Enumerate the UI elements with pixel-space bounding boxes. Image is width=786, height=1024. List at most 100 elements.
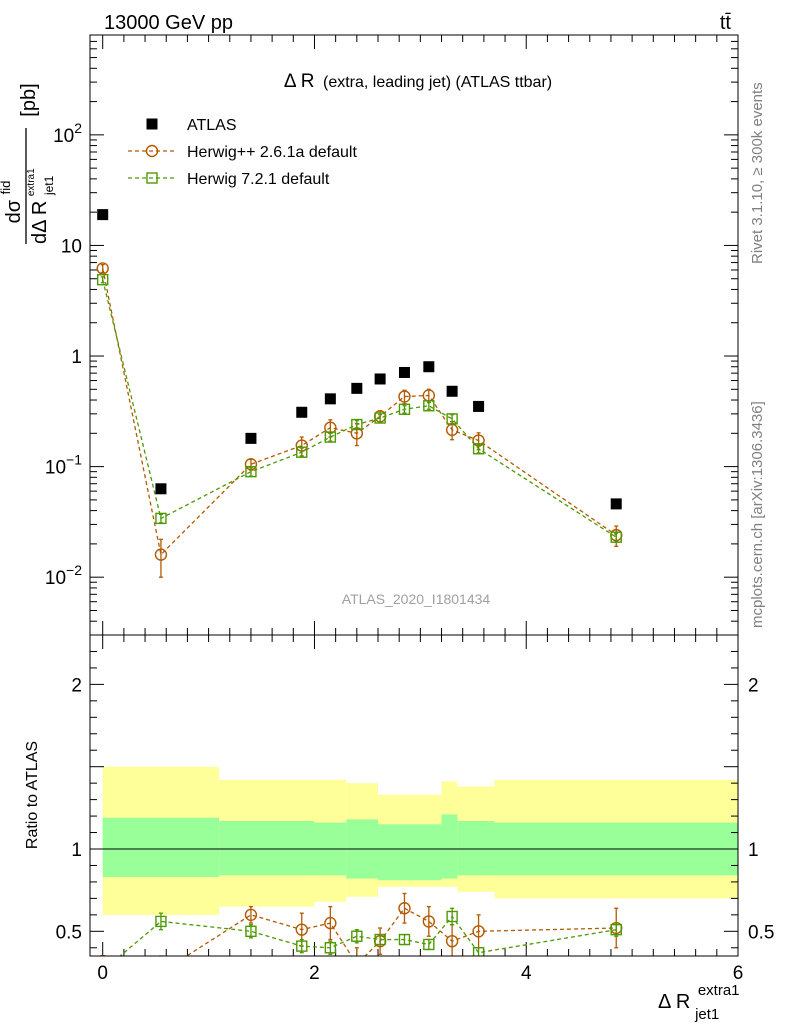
- ratio-frame: [89, 634, 739, 957]
- atlas-point: [97, 209, 109, 221]
- ratio-herwig-2-6-1a-default-point: [472, 925, 485, 938]
- ratio-herwig-7-2-1-default-point: [610, 923, 622, 936]
- ratio-ytick-label-right: 0.5: [748, 922, 774, 943]
- legend: ATLAS Herwig++ 2.6.1a default Herwig 7.2.1…: [128, 117, 357, 188]
- svg-text:dσ fid: dσ fid: [0, 181, 25, 224]
- ratio-herwig-2-6-1a-default-point: [398, 902, 411, 915]
- herwig-7-2-1-default-point: [472, 443, 485, 455]
- ylabel-d-bot: dΔ R: [29, 201, 51, 244]
- ratio-herwig-2-6-1a-default-point: [324, 916, 337, 930]
- ratio-panel: 0.5 0.5 1 1 2 2 0 2 4 6: [56, 634, 774, 984]
- herwig-7-2-1-default-point: [398, 403, 411, 415]
- header-right: tt̄: [720, 12, 732, 34]
- ratio-herwig-7-2-1-default-point: [245, 925, 257, 938]
- ratio-herwig-7-2-1-default-point: [324, 942, 337, 954]
- ratio-herwig-7-2-1-default-line: [119, 915, 617, 956]
- atlas-point: [351, 382, 363, 394]
- ratio-ytick-label-left: 2: [71, 675, 82, 696]
- ratio-herwig-2-6-1a-default-line: [185, 907, 617, 956]
- atlas-point: [296, 406, 308, 418]
- ratio-series-group: [98, 892, 623, 978]
- ratio-ytick-label-right: 2: [748, 675, 759, 696]
- plot-title: Δ R (extra, leading jet) (ATLAS ttbar): [284, 71, 552, 92]
- legend-label: Herwig++ 2.6.1a default: [187, 144, 357, 161]
- ratio-herwig-7-2-1-default-point: [351, 930, 363, 942]
- ylabel-fid: fid: [0, 181, 13, 195]
- ratio-xtick-label: 2: [309, 963, 320, 984]
- xlabel-sub: jet1: [694, 1006, 719, 1023]
- herwig-7-2-1-default-point: [374, 412, 386, 424]
- ratio-herwig-2-6-1a-default-point: [422, 915, 436, 928]
- legend-label: Herwig 7.2.1 default: [187, 171, 330, 188]
- legend-label: ATLAS: [187, 117, 237, 134]
- plot-title-sub: (extra, leading jet) (ATLAS ttbar): [323, 74, 552, 91]
- header-left: 13000 GeV pp: [104, 12, 233, 34]
- atlas-point: [374, 373, 386, 385]
- atlas-point: [398, 366, 410, 378]
- legend-marker: [145, 144, 159, 158]
- ratio-herwig-2-6-1a-default-point: [295, 923, 308, 936]
- rivet-version-label: Rivet 3.1.10, ≥ 300k events: [749, 82, 766, 264]
- main-ytick-label: 10: [61, 236, 82, 257]
- herwig-7-2-1-default-point: [296, 446, 308, 458]
- atlas-point: [155, 483, 167, 495]
- ratio-herwig-7-2-1-default-point: [374, 933, 386, 946]
- ratio-herwig-7-2-1-default-point: [423, 938, 435, 951]
- ylabel-sub: jet1: [42, 175, 56, 196]
- ratio-band-inner: [219, 821, 315, 876]
- atlas-point: [324, 393, 336, 405]
- herwig-2-6-1a-default-point: [398, 390, 411, 403]
- herwig-7-2-1-default-point: [155, 512, 167, 525]
- ratio-herwig-7-2-1-default-point: [446, 910, 458, 923]
- ratio-ytick-label-left: 0.5: [56, 922, 82, 943]
- ratio-ytick-label-right: 1: [748, 840, 759, 861]
- atlas-point: [446, 385, 458, 397]
- main-panel: Δ R (extra, leading jet) (ATLAS ttbar) 1…: [45, 34, 739, 636]
- main-ytick-label: 1: [71, 347, 82, 368]
- atlas-point: [473, 400, 485, 412]
- ylabel-sup: extra1: [26, 168, 37, 196]
- ratio-herwig-2-6-1a-default-point: [351, 959, 362, 970]
- herwig-2-6-1a-default-line: [102, 268, 617, 556]
- ratio-herwig-7-2-1-default-point: [296, 940, 308, 952]
- herwig-2-6-1a-default-point: [96, 262, 109, 275]
- plot-title-main: Δ R: [284, 71, 315, 92]
- herwig-7-2-1-default-point: [351, 418, 363, 431]
- ratio-herwig-2-6-1a-default-point: [445, 934, 459, 948]
- mcplots-label: mcplots.cern.ch [arXiv:1306.3436]: [749, 401, 766, 628]
- ratio-herwig-2-6-1a-default-point: [244, 908, 258, 922]
- herwig-7-2-1-default-point: [610, 531, 622, 543]
- legend-marker: [146, 118, 158, 130]
- ratio-herwig-7-2-1-default-point: [472, 947, 485, 956]
- herwig-7-2-1-default-point: [245, 465, 257, 478]
- main-ytick-label: 102: [53, 120, 82, 147]
- atlas-point: [423, 361, 435, 373]
- ylabel-unit: [pb]: [18, 83, 40, 116]
- legend-marker: [146, 172, 158, 184]
- atlas-point: [610, 498, 622, 510]
- ratio-band-inner: [378, 824, 442, 881]
- svg-text:dΔ R jet1 extra1: dΔ R jet1 extra1: [26, 168, 58, 244]
- herwig-7-2-1-default-point: [446, 413, 458, 425]
- main-ytick-label: 10−1: [45, 452, 82, 479]
- ratio-band-inner: [457, 821, 495, 876]
- ratio-band-inner: [441, 814, 458, 879]
- xlabel-sup: extra1: [698, 982, 740, 999]
- ylabel-d-top: dσ: [3, 199, 25, 223]
- ratio-ytick-label-left: 1: [71, 840, 82, 861]
- ratio-herwig-7-2-1-default-point: [398, 933, 411, 946]
- ratio-xtick-label: 0: [97, 963, 108, 984]
- herwig-7-2-1-default-point: [324, 431, 337, 443]
- atlas-point: [245, 432, 257, 444]
- main-ytick-label: 10−2: [45, 562, 82, 589]
- ratio-xtick-label: 4: [521, 963, 532, 984]
- herwig-2-6-1a-default-point: [154, 548, 168, 561]
- ratio-herwig-2-6-1a-default-point: [98, 954, 107, 956]
- ratio-ylabel: Ratio to ATLAS: [24, 741, 41, 849]
- main-ylabel: dσ fid dΔ R jet1 extra1 [pb]: [0, 83, 58, 244]
- ratio-xtick-label: 6: [733, 963, 744, 984]
- ratio-band-inner: [102, 817, 220, 877]
- herwig-7-2-1-default-line: [102, 279, 617, 538]
- ratio-herwig-2-6-1a-default-point: [155, 967, 166, 978]
